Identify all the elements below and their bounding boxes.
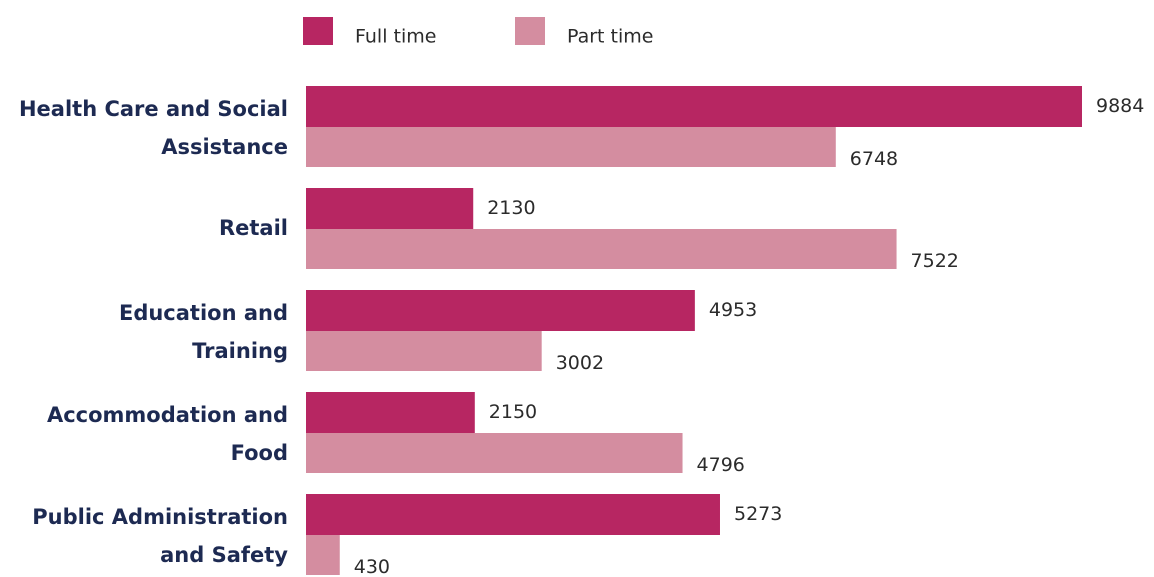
value-label: 3002 [556, 352, 604, 374]
legend-label: Part time [567, 26, 653, 48]
bar [306, 494, 720, 535]
category-label: Accommodation and Food [47, 403, 288, 465]
value-label: 6748 [850, 148, 898, 170]
category-label: Health Care and Social Assistance [19, 97, 288, 159]
legend-label: Full time [355, 26, 436, 48]
value-label: 2130 [487, 197, 535, 219]
bar [306, 433, 683, 473]
value-label: 7522 [911, 250, 959, 272]
value-label: 4796 [697, 454, 745, 476]
value-label: 4953 [709, 299, 757, 321]
bar [306, 188, 474, 229]
category-label: Public Administration and Safety [32, 505, 288, 567]
value-label: 2150 [489, 401, 537, 423]
value-label: 5273 [734, 503, 782, 525]
legend-swatch [303, 17, 333, 45]
bar [306, 290, 695, 331]
bar [306, 331, 542, 371]
bar [306, 229, 897, 269]
bar [306, 392, 475, 433]
category-label: Education and Training [119, 301, 288, 363]
bar [306, 86, 1082, 127]
legend-swatch [515, 17, 545, 45]
category-label: Retail [219, 216, 288, 240]
value-label: 430 [354, 556, 390, 577]
bar [306, 535, 340, 575]
bar [306, 127, 836, 167]
value-label: 9884 [1096, 95, 1144, 117]
